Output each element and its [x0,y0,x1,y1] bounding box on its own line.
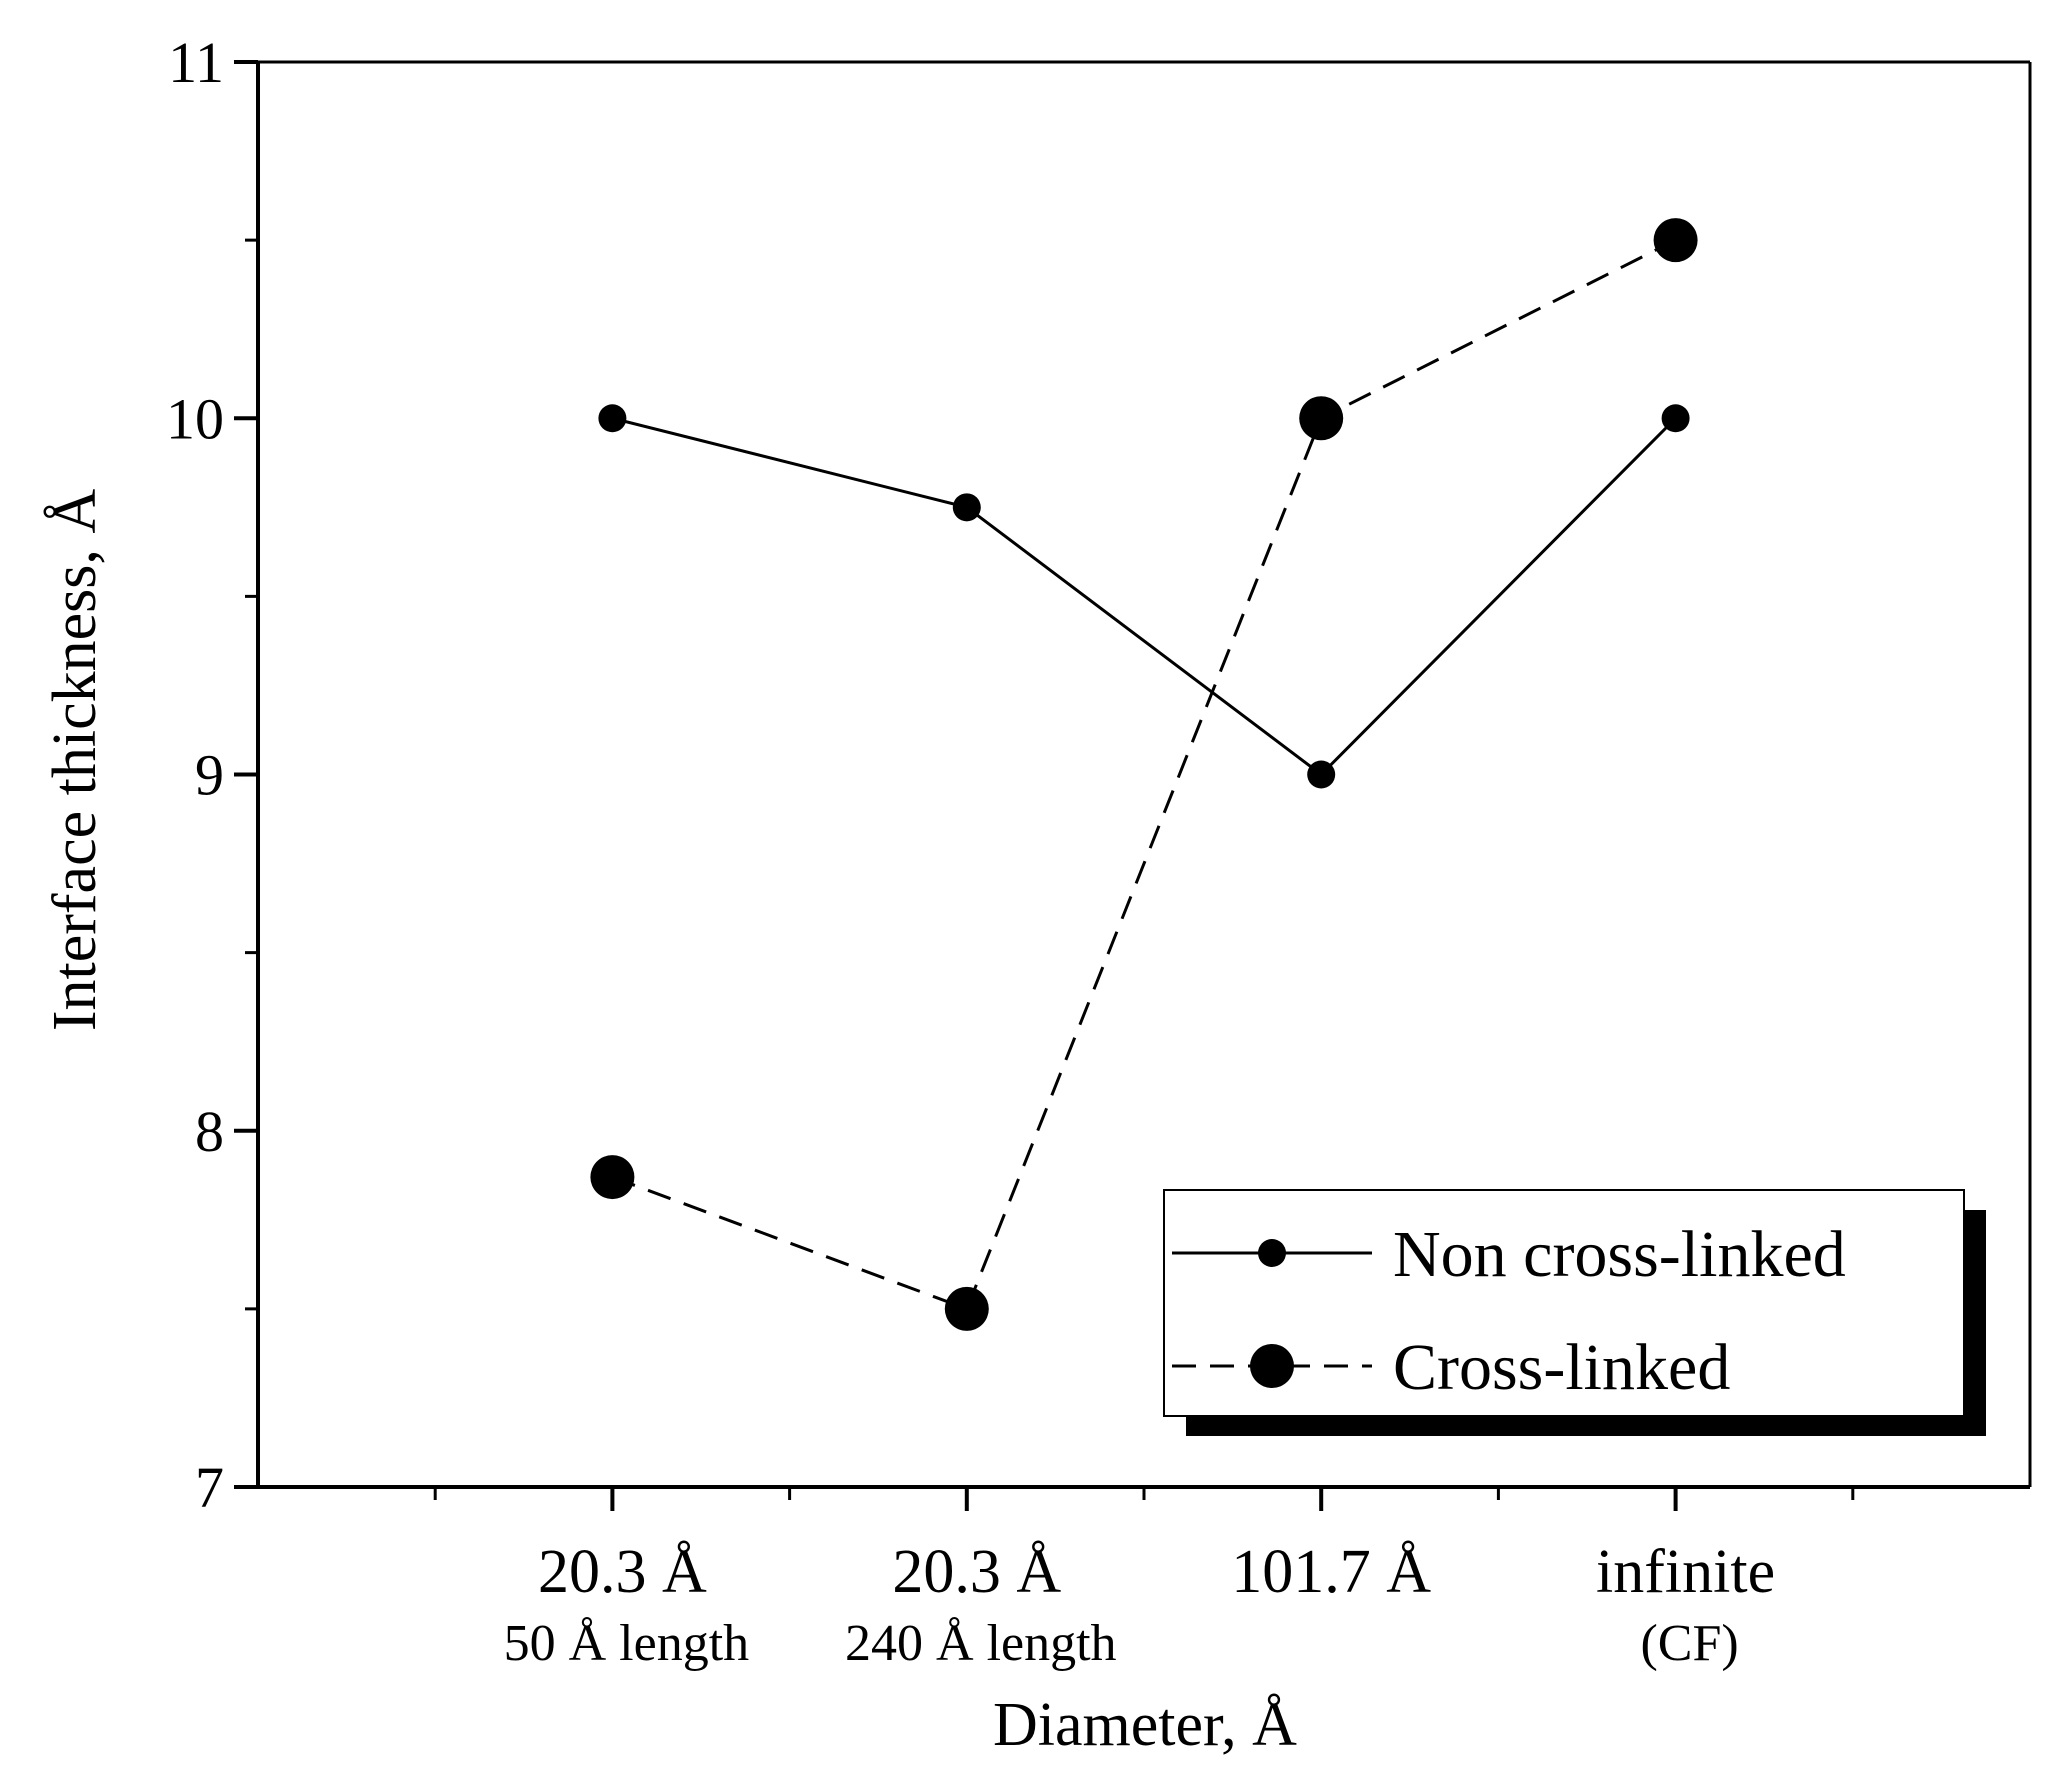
x-tick-sublabel: 240 Å length [845,1615,1117,1672]
legend-marker-1 [1250,1344,1294,1388]
x-tick-label: 101.7 Å [1231,1538,1431,1606]
data-point-0 [1307,760,1336,789]
y-tick-label: 8 [195,1099,224,1164]
legend-label-0: Non cross-linked [1393,1218,1846,1291]
data-point-0 [1661,404,1690,433]
x-tick-labels: 20.3 Å 50 Å length 20.3 Å 240 Å length 101.7… [504,1538,1776,1672]
y-axis-title: Interface thickness, Å [41,489,109,1031]
series-line-1 [611,238,1677,1311]
data-point-1 [944,1286,989,1331]
data-point-1 [1653,218,1698,263]
legend-label-1: Cross-linked [1393,1331,1730,1404]
series-line-0 [612,416,1677,777]
tick-marks [234,60,1855,1511]
x-tick-sublabel: (CF) [1640,1615,1738,1672]
y-tick-label: 7 [195,1455,224,1520]
x-tick-label: infinite [1596,1538,1775,1606]
data-point-1 [590,1155,635,1200]
legend: Non cross-linked Cross-linked [1163,1189,1986,1436]
data-point-0 [952,493,981,522]
x-tick-sublabel: 50 Å length [504,1615,750,1672]
y-tick-label: 9 [195,743,224,808]
series [590,218,1698,1331]
legend-items: Non cross-linked Cross-linked [1172,1218,1846,1404]
legend-box [1163,1189,1965,1417]
x-tick-label: 20.3 Å [892,1538,1061,1606]
y-tick-label: 11 [168,30,224,95]
data-point-0 [598,404,627,433]
data-point-1 [1299,396,1344,441]
legend-marker-0 [1258,1239,1286,1267]
y-tick-labels: 7 8 9 10 11 [166,30,224,1520]
y-tick-label: 10 [166,386,224,451]
x-tick-label: 20.3 Å [538,1538,707,1606]
x-axis-title: Diameter, Å [993,1691,1297,1759]
